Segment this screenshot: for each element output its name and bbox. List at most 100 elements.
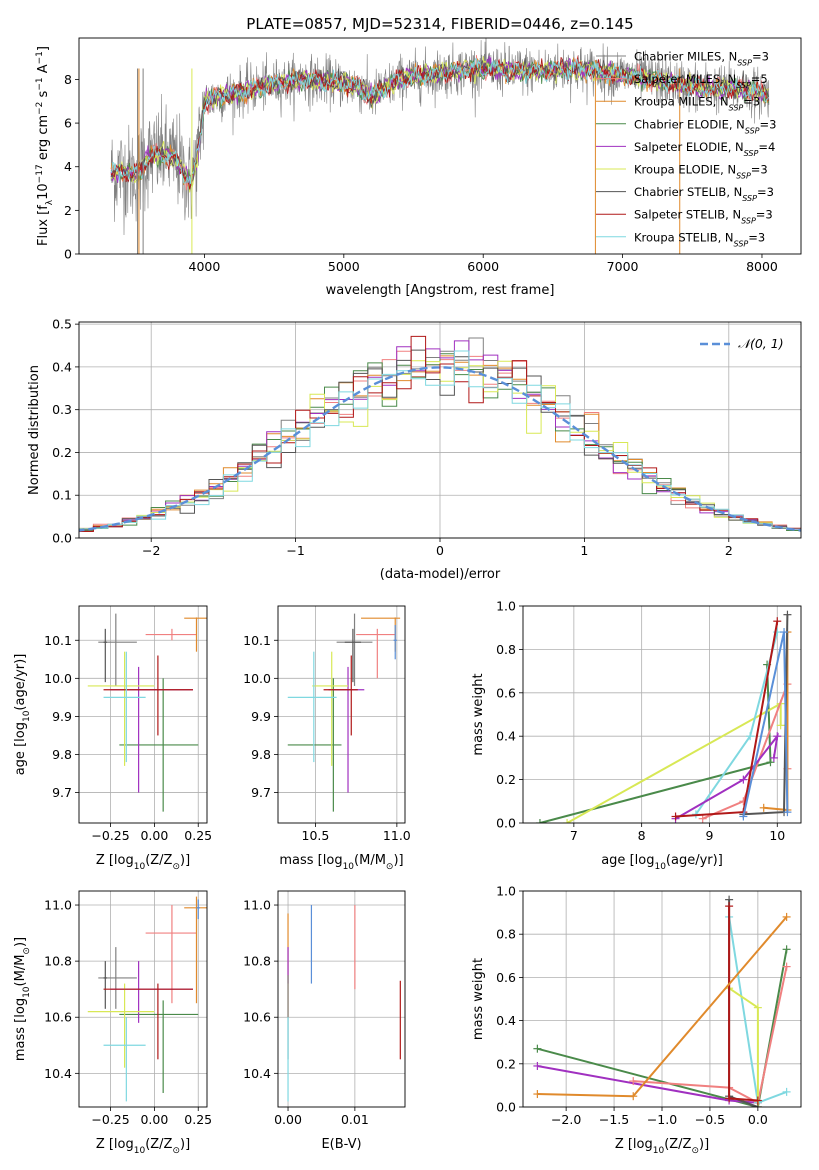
x-axis-label-part: ⊙	[172, 862, 180, 872]
figure-title: PLATE=0857, MJD=52314, FIBERID=0446, z=0…	[246, 15, 633, 33]
y-tick-label: 10.6	[44, 1010, 72, 1025]
weight-plot-area	[535, 610, 792, 823]
legend-label: Chabrier MILES, NSSP=3	[634, 50, 769, 68]
y-tick-label: 9.7	[251, 785, 271, 800]
x-tick-label: 5000	[328, 259, 360, 274]
x-tick-label: 1	[580, 543, 588, 558]
x-axis-label: E(B-V)	[321, 1137, 361, 1152]
y-axis-label: mass [log10(M/M⊙)]	[13, 937, 32, 1061]
x-tick-label: −2.0	[551, 1112, 581, 1127]
x-axis-label-part: (Z/Z	[145, 1137, 172, 1152]
chart-spectrum: 4000 5000 6000 7000 8000 0 2 4 6 8 wavelength [Ang…	[35, 37, 802, 298]
legend-label-part: SSP	[736, 171, 751, 180]
x-axis-label-part: )]	[180, 1137, 190, 1152]
x-tick-label: 0.00	[274, 1112, 302, 1127]
legend-label: Kroupa MILES, NSSP=3	[634, 95, 760, 113]
y-axis-label: Normed distribution	[27, 365, 42, 495]
y-axis-label-part: −2	[35, 102, 45, 115]
y-tick-label: 10.1	[44, 633, 72, 648]
legend-label-part: =4	[758, 140, 775, 154]
y-tick-label: 0.4	[496, 1013, 516, 1028]
y-tick-label: 0.8	[496, 642, 516, 657]
y-tick-label: 2	[64, 203, 72, 218]
legend-label-part: =5	[751, 72, 768, 86]
y-axis-label-part: Flux [f	[36, 205, 51, 246]
histogram-series	[79, 335, 801, 533]
y-tick-label: 10.8	[243, 954, 271, 969]
legend-label-part: SSP	[742, 194, 757, 203]
legend-label-part: SSP	[734, 239, 749, 248]
legend-label: 𝒩(0, 1)	[738, 336, 784, 351]
weight-series-line	[695, 631, 779, 815]
x-tick-label: −0.25	[91, 1112, 129, 1127]
errorbar-plot-area	[87, 613, 207, 812]
y-tick-label: 10.6	[243, 1010, 271, 1025]
chart-residuals: −2 −1 0 1 2 0.0 0.1 0.2 0.3 0.4 0.5 (data-model)/er…	[27, 317, 802, 582]
legend-label-part: Chabrier STELIB, N	[634, 185, 742, 199]
y-tick-label: 0.2	[496, 1056, 516, 1071]
y-tick-label: 0	[64, 247, 72, 262]
y-axis-label: mass weight	[471, 673, 486, 755]
x-axis-label: (data-model)/error	[380, 567, 501, 582]
errorbar-plot-area	[287, 905, 401, 1102]
y-tick-label: 9.9	[52, 709, 72, 724]
weight-series-line	[537, 1065, 758, 1104]
y-tick-label: 9.8	[251, 747, 271, 762]
x-axis-label: age [log10(age/yr)]	[601, 853, 723, 872]
axes-frame	[277, 890, 406, 1108]
x-tick-label: 11.0	[383, 828, 411, 843]
y-tick-label: 4	[64, 159, 72, 174]
y-axis-label: age [log10(age/yr)]	[13, 654, 32, 776]
x-axis-label-part: ⊙	[386, 862, 394, 872]
x-axis-label-part: 10	[654, 862, 666, 872]
x-tick-label: 4000	[189, 259, 221, 274]
y-tick-label: 0.3	[52, 402, 72, 417]
x-axis-label-part: 10	[653, 1146, 665, 1156]
y-tick-label: 0.6	[496, 685, 516, 700]
y-axis-label-part: mass [log	[13, 998, 28, 1061]
y-tick-label: 1.0	[496, 884, 516, 899]
y-tick-label: 9.9	[251, 709, 271, 724]
y-axis-label-part: 10	[22, 710, 32, 722]
x-tick-label: −1.5	[599, 1112, 629, 1127]
axes-frame	[78, 605, 208, 824]
x-axis-label-part: )]	[393, 853, 403, 868]
y-axis-label-part: )]	[13, 937, 28, 947]
y-axis-label-part: A	[36, 64, 51, 77]
x-tick-label: 0.00	[140, 828, 168, 843]
y-tick-label: 0.0	[496, 816, 516, 831]
x-axis-label-part: 10	[134, 1146, 146, 1156]
normal-curve	[79, 366, 801, 532]
legend-label-part: SSP	[737, 58, 752, 67]
legend-label: Salpeter ELODIE, NSSP=4	[634, 140, 775, 158]
y-tick-label: 0.6	[496, 970, 516, 985]
x-axis-label-part: ⊙	[172, 1146, 180, 1156]
x-axis-label-part: )]	[180, 853, 190, 868]
y-tick-label: 9.7	[52, 785, 72, 800]
y-tick-label: 0.1	[52, 488, 72, 503]
y-tick-label: 0.5	[52, 317, 72, 332]
x-axis-label: Z [log10(Z/Z⊙)]	[96, 853, 190, 872]
y-tick-label: 0.2	[52, 445, 72, 460]
x-tick-label: 0.25	[184, 828, 212, 843]
x-axis-label: wavelength [Angstrom, rest frame]	[326, 283, 555, 298]
y-tick-label: 10.4	[243, 1066, 271, 1081]
x-tick-label: 8	[638, 828, 646, 843]
x-axis-label-part: ⊙	[691, 1146, 699, 1156]
axes-frame	[78, 321, 802, 539]
legend-label-part: Chabrier MILES, N	[634, 50, 737, 64]
y-axis-label-part: λ	[45, 199, 55, 205]
x-tick-label: 9	[705, 828, 713, 843]
spectrum-plot-area	[110, 38, 770, 254]
weight-series-line	[539, 664, 772, 823]
x-tick-label: 10	[769, 828, 785, 843]
x-tick-label: 0.25	[184, 1112, 212, 1127]
y-axis-label-part: −1	[35, 77, 45, 90]
y-tick-label: 10.0	[243, 671, 271, 686]
y-axis-label-part: 10	[36, 183, 51, 200]
y-tick-label: 0.0	[52, 531, 72, 546]
legend-label-part: =3	[743, 95, 760, 109]
